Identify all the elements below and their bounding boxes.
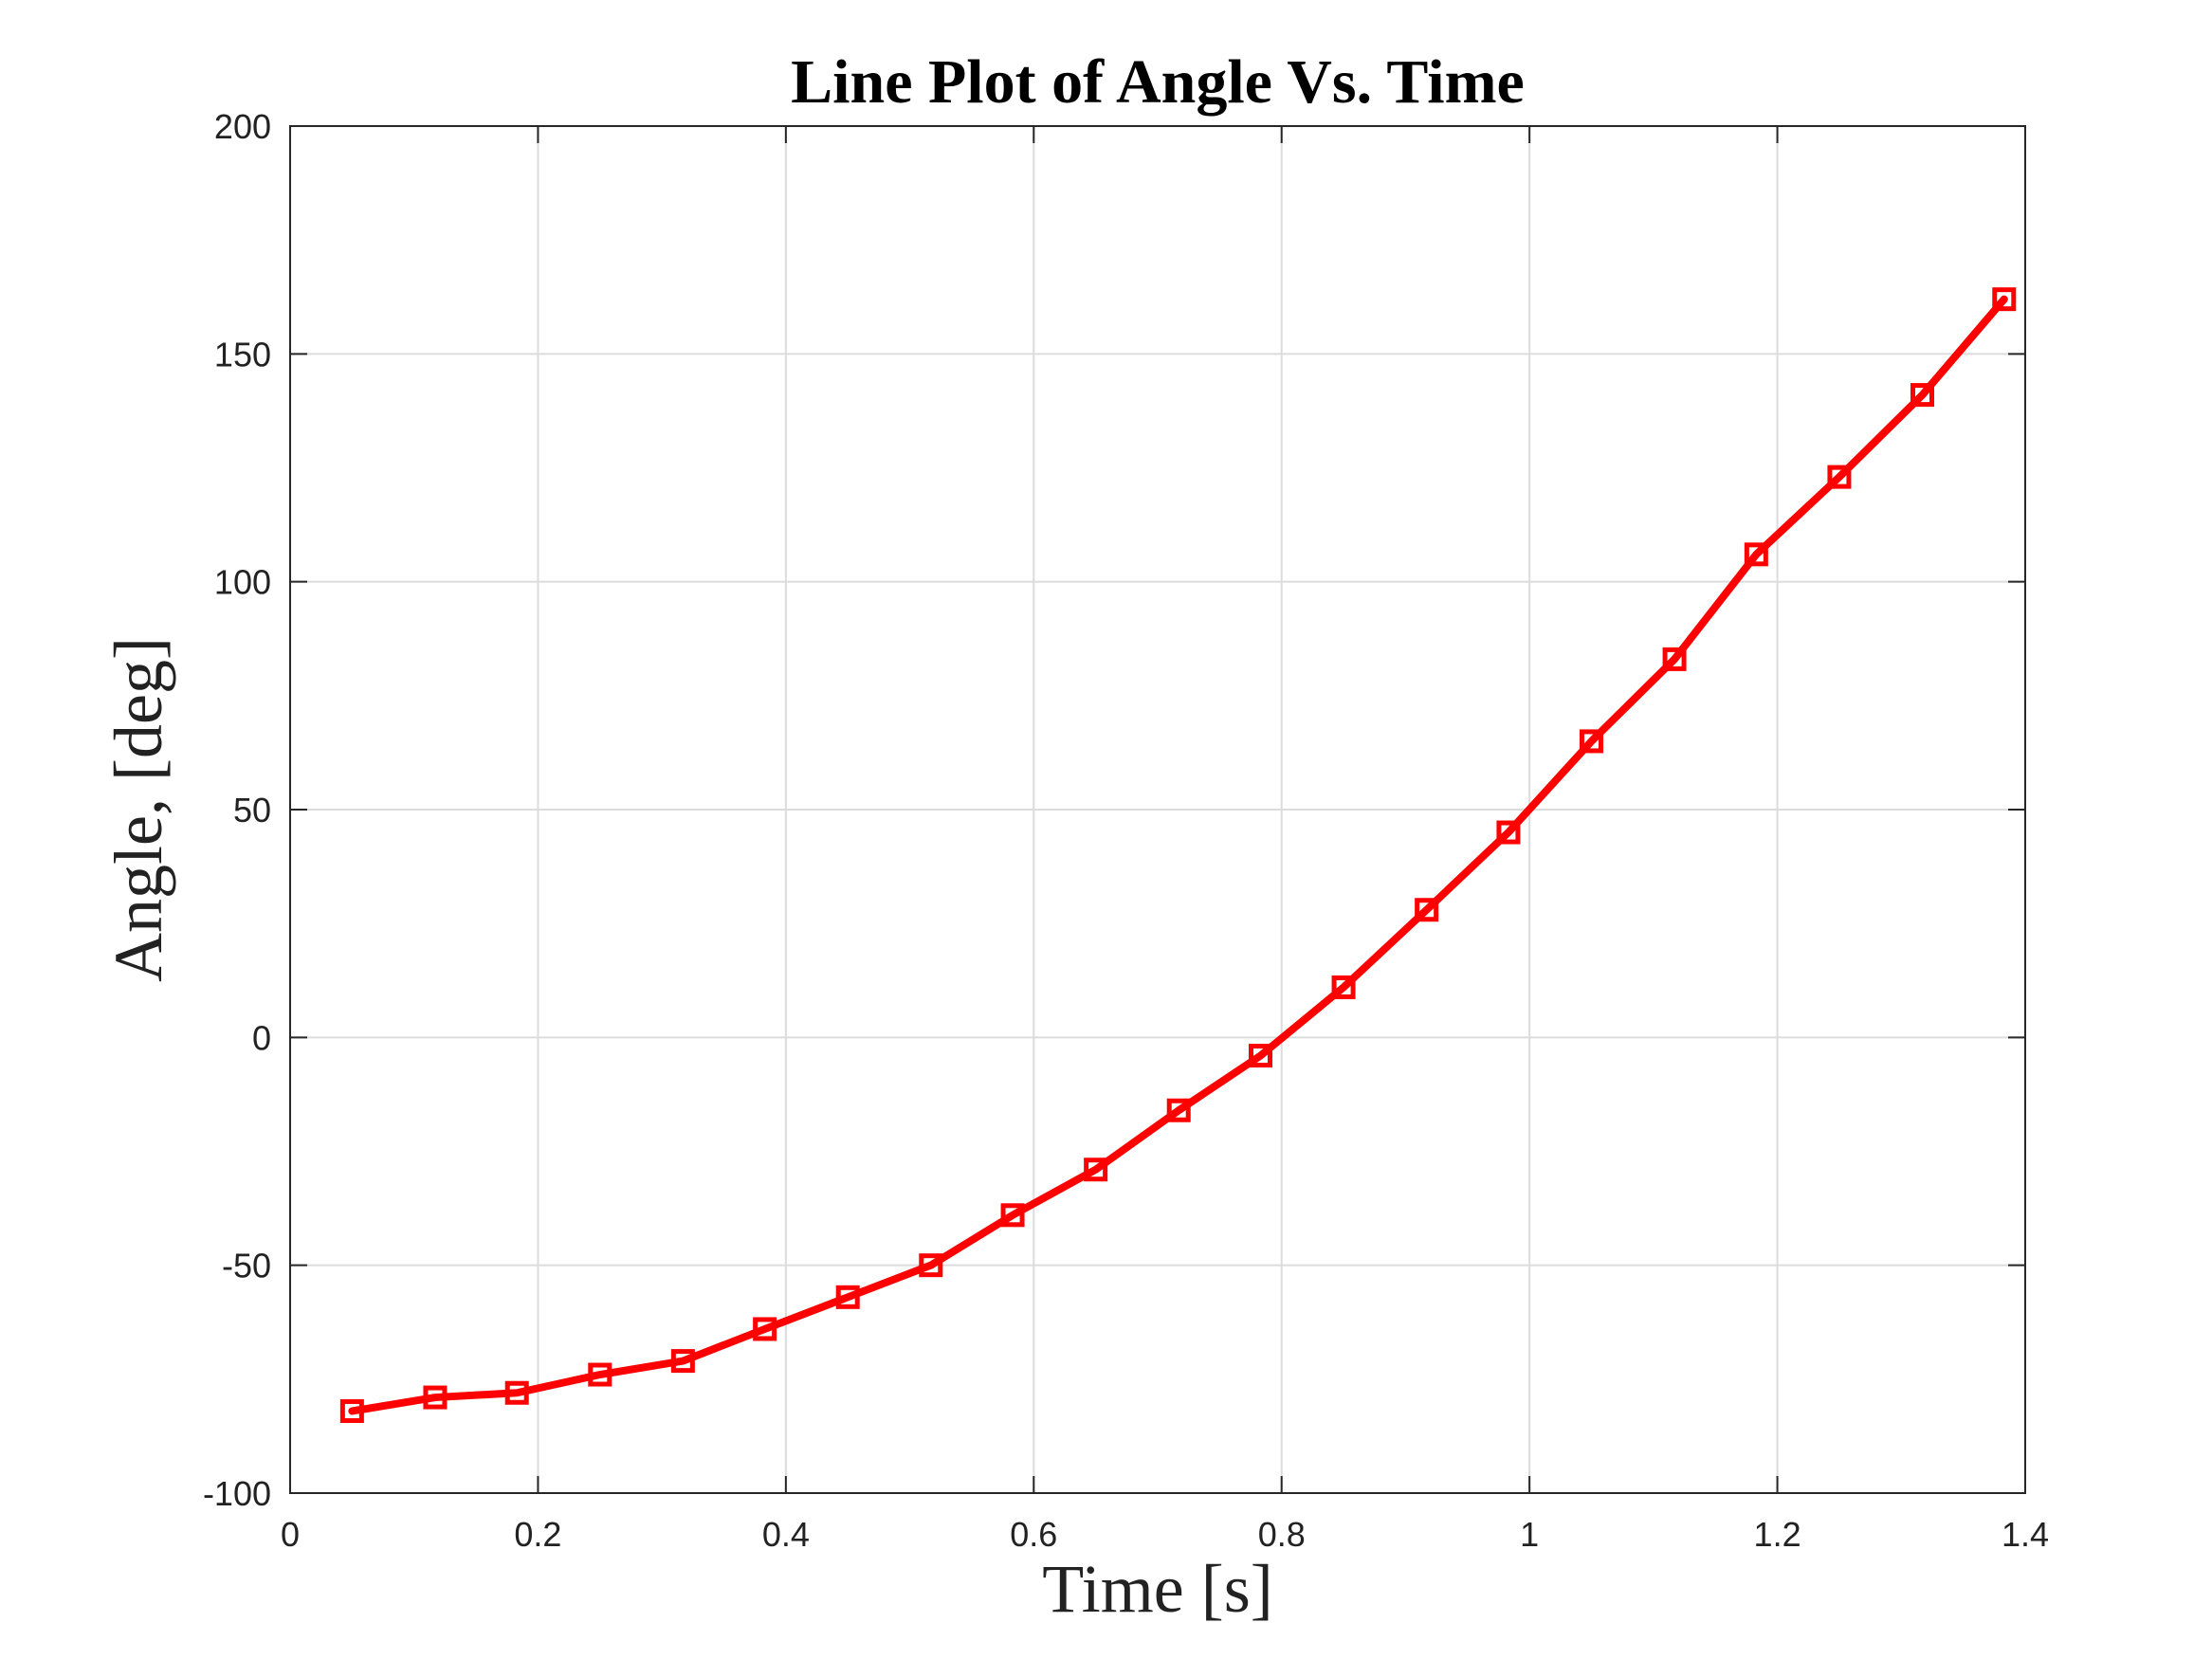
x-axis-label: Time [s] <box>1042 1551 1272 1627</box>
x-tick-label: 1.2 <box>1754 1515 1801 1554</box>
y-tick-label: 200 <box>214 107 271 146</box>
x-tick-label: 1.4 <box>2002 1515 2049 1554</box>
data-point-marker <box>1166 1098 1191 1122</box>
y-tick-label: 0 <box>252 1018 271 1057</box>
tick-labels: 0 0.2 0.4 0.6 0.8 1 1.2 1.4 -100 -50 0 50 100 150 200 <box>203 107 2049 1554</box>
data-point-marker <box>1744 542 1768 567</box>
series-line <box>348 295 2008 1415</box>
data-point-marker <box>1662 647 1687 671</box>
y-tick-label: 150 <box>214 335 271 374</box>
data-point-marker <box>1248 1044 1272 1068</box>
data-point-marker <box>1000 1203 1025 1228</box>
data-point-marker <box>1496 820 1521 845</box>
y-axis-label: Angle, [deg] <box>101 637 176 982</box>
data-point-marker <box>1415 898 1439 922</box>
x-tick-label: 0.8 <box>1258 1515 1306 1554</box>
data-point-marker <box>339 1398 364 1423</box>
y-tick-label: 100 <box>214 563 271 602</box>
data-point-marker <box>1910 383 1935 408</box>
x-tick-label: 0.4 <box>762 1515 810 1554</box>
data-series <box>339 287 2017 1423</box>
data-point-marker <box>670 1349 695 1374</box>
data-point-marker <box>753 1317 777 1341</box>
data-point-marker <box>919 1253 943 1278</box>
data-point-marker <box>1084 1158 1108 1182</box>
chart-title: Line Plot of Angle Vs. Time <box>791 47 1525 117</box>
data-point-marker <box>1331 975 1356 999</box>
x-tick-label: 0.2 <box>514 1515 561 1554</box>
data-point-marker <box>588 1362 612 1387</box>
y-tick-label: 50 <box>233 791 271 830</box>
x-tick-label: 1 <box>1520 1515 1539 1554</box>
data-point-marker <box>504 1380 529 1405</box>
y-tick-label: -50 <box>222 1247 271 1285</box>
plot-frame <box>289 125 2026 1494</box>
data-point-marker <box>423 1385 448 1410</box>
x-tick-label: 0 <box>281 1515 300 1554</box>
x-tick-label: 0.6 <box>1010 1515 1057 1554</box>
data-point-marker <box>1827 465 1852 489</box>
data-point-marker <box>835 1285 860 1309</box>
data-point-marker <box>1580 729 1603 754</box>
data-point-marker <box>1992 287 2017 312</box>
y-tick-label: -100 <box>203 1474 271 1513</box>
